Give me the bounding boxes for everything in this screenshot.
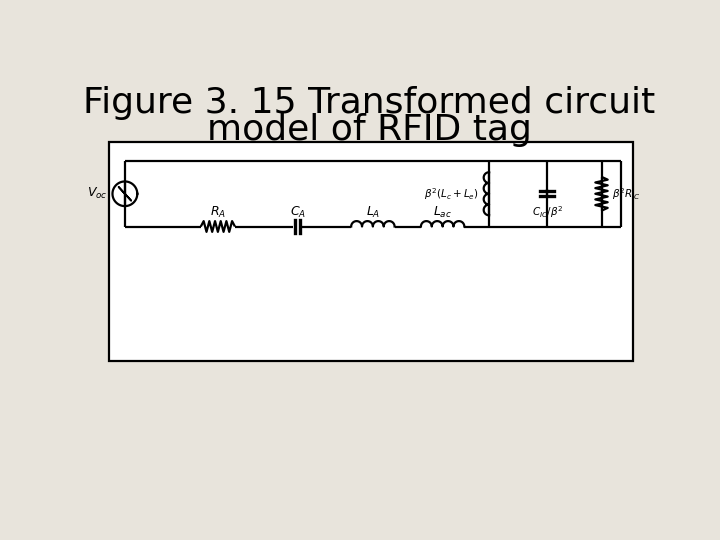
Text: Figure 3. 15 Transformed circuit: Figure 3. 15 Transformed circuit bbox=[83, 86, 655, 120]
Text: $L_{ac}$: $L_{ac}$ bbox=[433, 205, 452, 220]
Text: $\beta^2(L_c+L_e)$: $\beta^2(L_c+L_e)$ bbox=[424, 186, 479, 201]
Bar bbox=[109, 142, 632, 361]
Text: $C_A$: $C_A$ bbox=[289, 205, 306, 220]
Text: $V_{oc}$: $V_{oc}$ bbox=[87, 186, 108, 201]
Text: $\beta^2 R_{IC}$: $\beta^2 R_{IC}$ bbox=[612, 186, 641, 201]
Text: model of RFID tag: model of RFID tag bbox=[207, 113, 531, 147]
Text: $L_A$: $L_A$ bbox=[366, 205, 380, 220]
Text: $C_{IC}/\beta^2$: $C_{IC}/\beta^2$ bbox=[531, 205, 563, 220]
Text: $R_A$: $R_A$ bbox=[210, 205, 226, 220]
